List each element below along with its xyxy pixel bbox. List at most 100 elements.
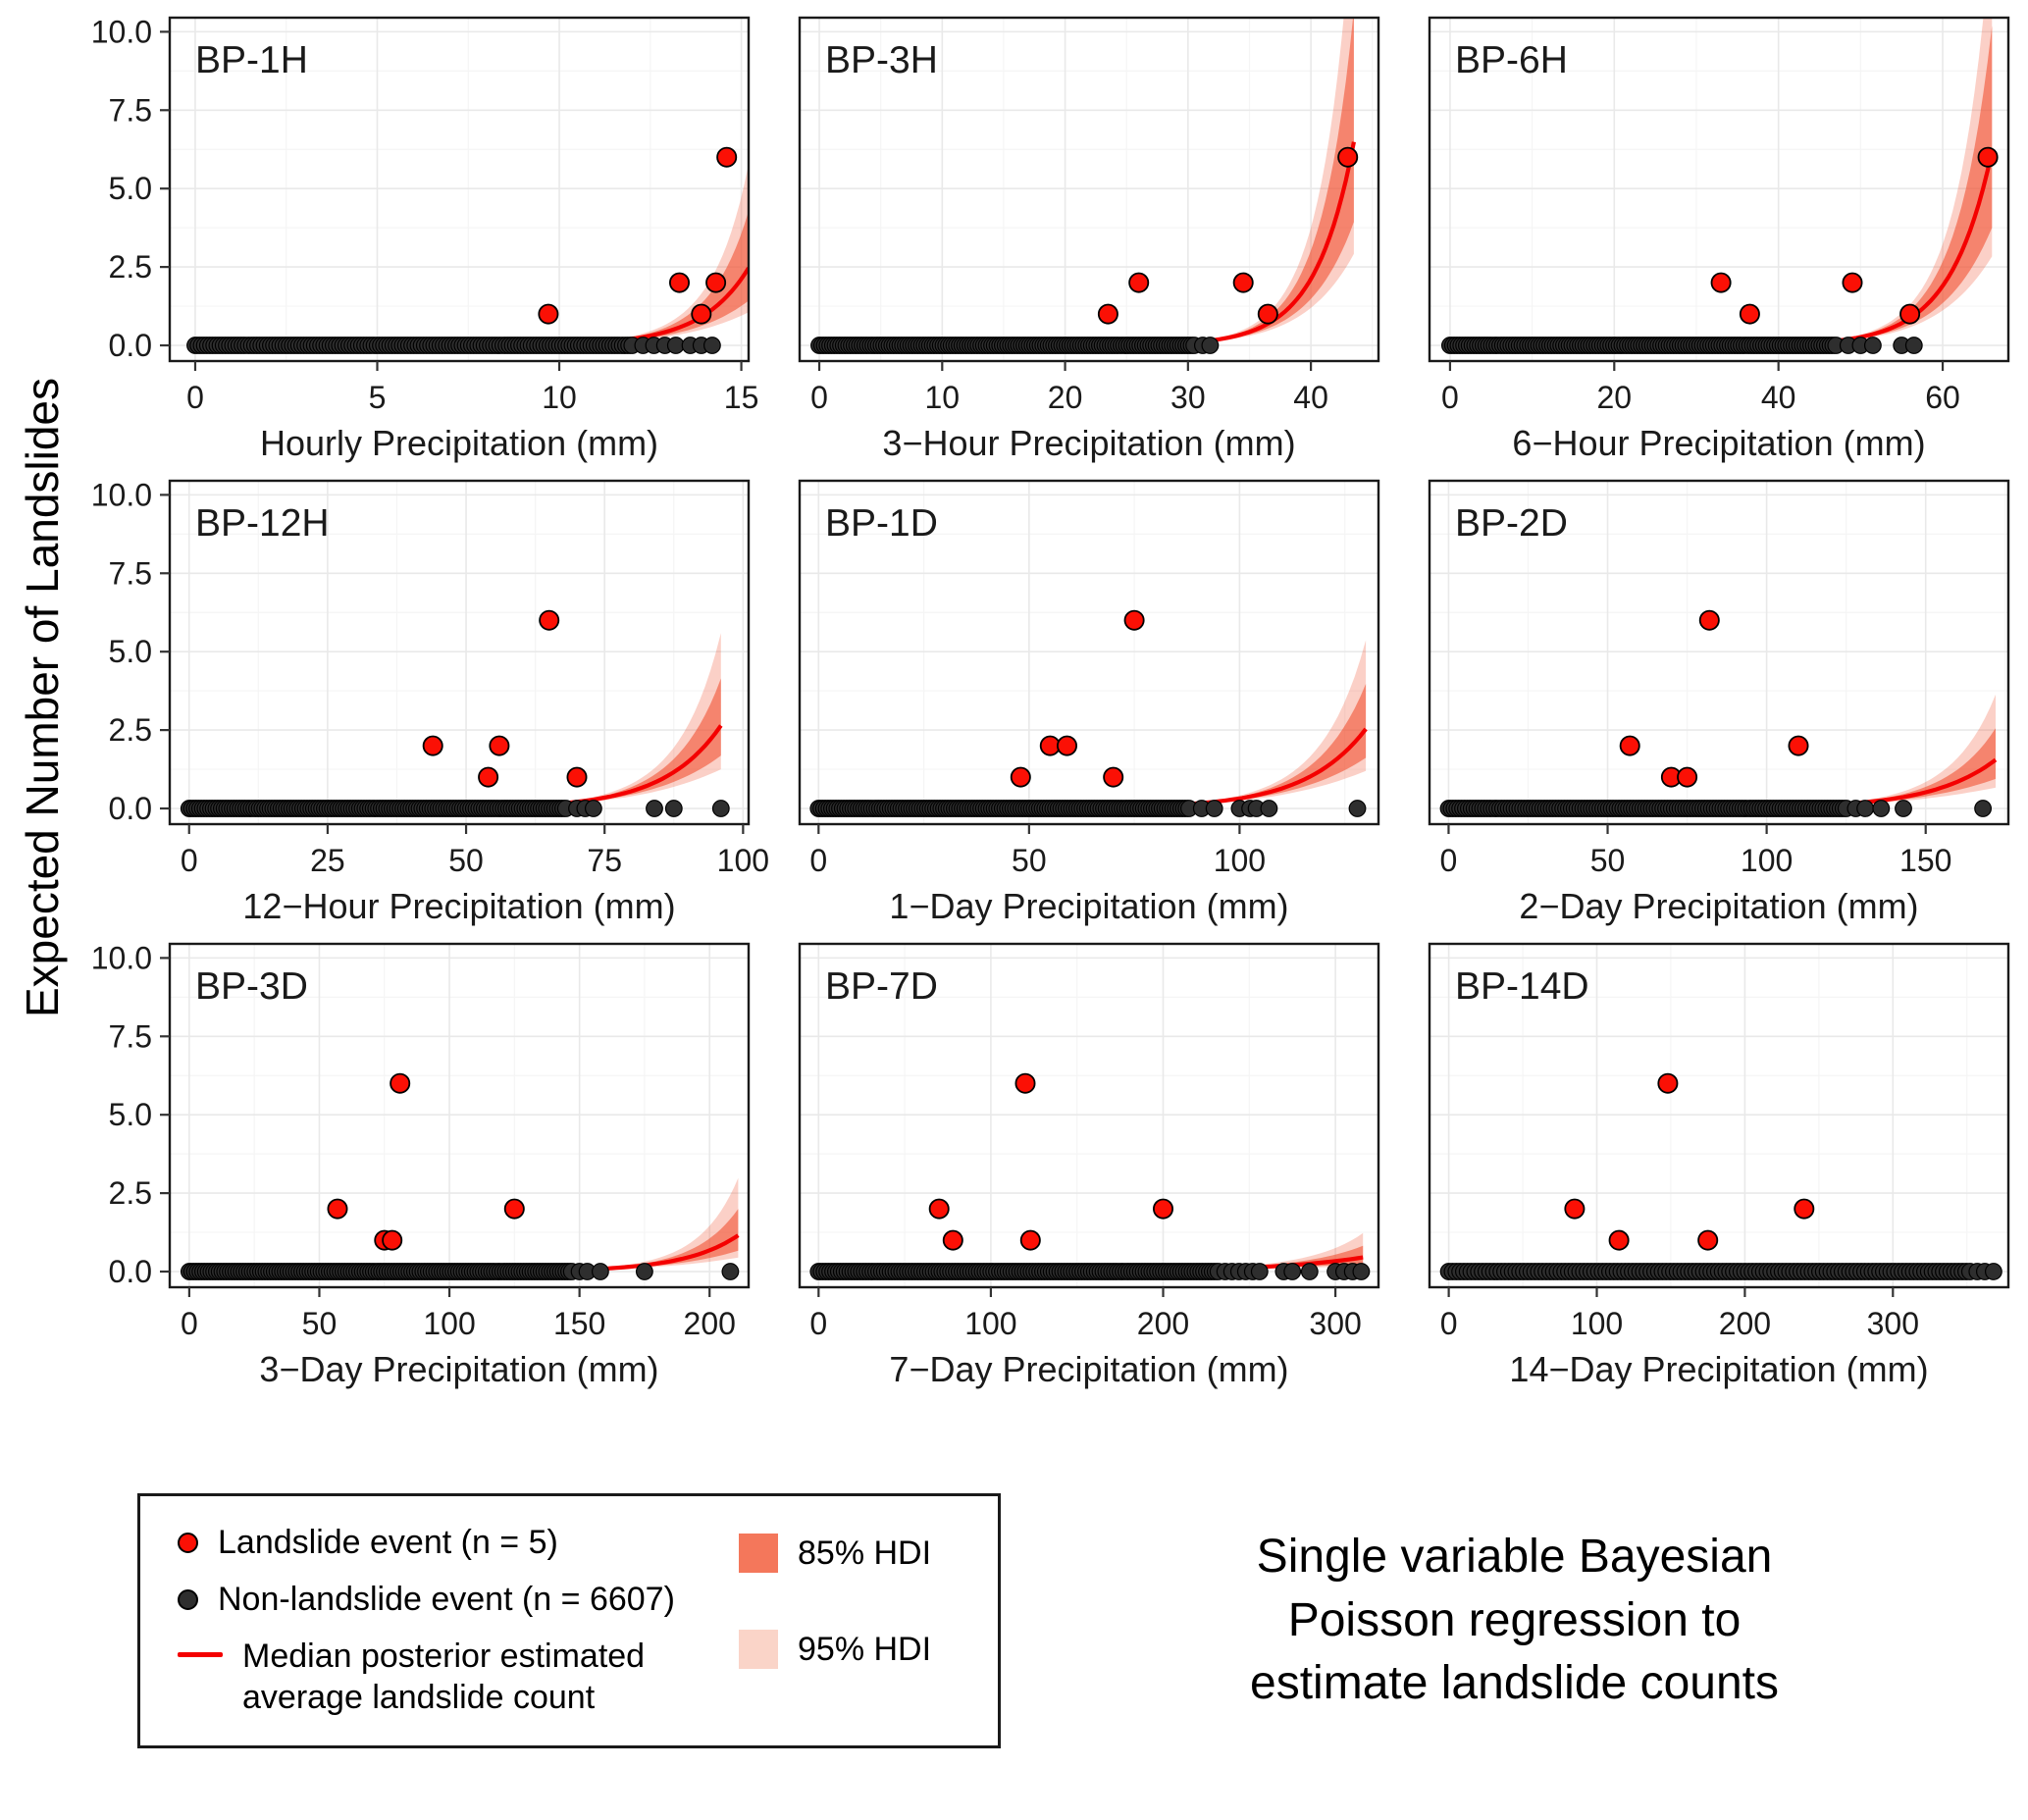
svg-text:BP-3D: BP-3D (195, 965, 308, 1008)
svg-text:0: 0 (1440, 843, 1458, 878)
svg-text:200: 200 (684, 1306, 736, 1341)
svg-text:20: 20 (1048, 380, 1083, 415)
svg-text:15: 15 (724, 380, 759, 415)
panel-bp-3h: 0 10 20 30 40 3−Hour Precipitation (mm) BP-3H (798, 16, 1380, 463)
panel-bp-2d: 0 50 100 150 2−Day Precipitation (mm) BP-2D (1428, 479, 2010, 926)
svg-text:50: 50 (448, 843, 484, 878)
svg-text:2.5: 2.5 (109, 1175, 152, 1211)
legend-entry-landslide: Landslide event (n = 5) (178, 1524, 678, 1562)
svg-text:50: 50 (1590, 843, 1626, 878)
svg-text:40: 40 (1761, 380, 1796, 415)
svg-text:300: 300 (1309, 1306, 1361, 1341)
non-landslide-point-icon (178, 1588, 198, 1610)
legend-median-label-line1: Median posterior estimated (242, 1638, 646, 1676)
svg-text:BP-1D: BP-1D (825, 502, 938, 545)
svg-text:75: 75 (587, 843, 622, 878)
svg-text:40: 40 (1293, 380, 1328, 415)
svg-text:12−Hour Precipitation (mm): 12−Hour Precipitation (mm) (242, 886, 675, 926)
svg-text:200: 200 (1137, 1306, 1189, 1341)
svg-text:5: 5 (369, 380, 387, 415)
svg-text:10: 10 (542, 380, 577, 415)
legend-non-landslide-label: Non-landslide event (n = 6607) (218, 1580, 675, 1618)
svg-text:0: 0 (1440, 1306, 1458, 1341)
svg-text:0.0: 0.0 (109, 791, 152, 826)
svg-text:5.0: 5.0 (109, 171, 152, 206)
svg-text:3−Day Precipitation (mm): 3−Day Precipitation (mm) (259, 1349, 658, 1389)
legend-and-caption: Landslide event (n = 5) Non-landslide ev… (8, 1493, 2028, 1748)
svg-text:Hourly Precipitation (mm): Hourly Precipitation (mm) (260, 423, 658, 463)
hdi85-swatch-icon (739, 1534, 778, 1573)
svg-text:14−Day Precipitation (mm): 14−Day Precipitation (mm) (1509, 1349, 1928, 1389)
svg-text:50: 50 (302, 1306, 338, 1341)
legend-entry-hdi85: 85% HDI (739, 1534, 931, 1573)
svg-text:BP-14D: BP-14D (1455, 965, 1589, 1008)
svg-text:5.0: 5.0 (109, 1097, 152, 1132)
svg-text:BP-3H: BP-3H (825, 39, 938, 81)
svg-text:100: 100 (964, 1306, 1016, 1341)
hdi95-swatch-icon (739, 1630, 778, 1669)
svg-text:10.0: 10.0 (91, 477, 152, 512)
y-axis-title-text: Expected Number of Landslides (17, 377, 68, 1018)
landslide-point-icon (178, 1533, 198, 1553)
panel-bp-6h: 0 20 40 606−Hour Precipitation (mm) BP-6H (1428, 16, 2010, 463)
legend: Landslide event (n = 5) Non-landslide ev… (137, 1493, 1001, 1748)
svg-text:2−Day Precipitation (mm): 2−Day Precipitation (mm) (1519, 886, 1918, 926)
svg-text:6−Hour Precipitation (mm): 6−Hour Precipitation (mm) (1512, 423, 1925, 463)
legend-entry-hdi95: 95% HDI (739, 1630, 931, 1669)
svg-text:300: 300 (1867, 1306, 1919, 1341)
svg-text:BP-12H: BP-12H (195, 502, 330, 545)
panel-bp-7d: 0 100 200 300 7−Day Precipitation (mm) BP-7D (798, 942, 1380, 1389)
legend-hdi85-label: 85% HDI (798, 1534, 932, 1572)
caption-line-1: Single variable Bayesian (1256, 1530, 1773, 1583)
svg-text:30: 30 (1170, 380, 1206, 415)
median-line-icon (178, 1652, 223, 1658)
svg-text:100: 100 (1571, 1306, 1623, 1341)
panel-bp-3d: 0 50 100 150 200 0.0 2.5 5.0 7.5 10.0 3−Day Precip… (91, 940, 751, 1389)
svg-text:0: 0 (809, 843, 827, 878)
svg-text:0: 0 (809, 1306, 827, 1341)
facet-grid: 0 5 10 15 0.0 2.5 5.0 7.5 10.0 Hourly Precipitati… (77, 10, 2012, 1389)
svg-text:150: 150 (1899, 843, 1951, 878)
legend-median-label-line2: average landslide count (242, 1678, 596, 1716)
svg-text:2.5: 2.5 (109, 712, 152, 748)
svg-text:5.0: 5.0 (109, 634, 152, 669)
svg-text:100: 100 (423, 1306, 475, 1341)
panel-bp-1h: 0 5 10 15 0.0 2.5 5.0 7.5 10.0 Hourly Precipitati… (91, 14, 759, 463)
svg-text:10.0: 10.0 (91, 14, 152, 49)
svg-text:7.5: 7.5 (109, 1018, 152, 1054)
svg-text:0: 0 (186, 380, 204, 415)
svg-text:100: 100 (1741, 843, 1793, 878)
svg-text:0: 0 (810, 380, 828, 415)
legend-median-label: Median posterior estimated average lands… (242, 1637, 645, 1718)
svg-text:7.5: 7.5 (109, 555, 152, 591)
panel-bp-14d: 0 100 200 300 14−Day Precipitation (mm) BP-14… (1428, 942, 2010, 1389)
svg-text:0: 0 (181, 843, 198, 878)
svg-text:60: 60 (1925, 380, 1960, 415)
svg-text:100: 100 (717, 843, 769, 878)
legend-entry-median: Median posterior estimated average lands… (178, 1637, 678, 1718)
svg-text:150: 150 (553, 1306, 605, 1341)
svg-text:BP-2D: BP-2D (1455, 502, 1568, 545)
svg-text:50: 50 (1012, 843, 1047, 878)
svg-text:200: 200 (1719, 1306, 1771, 1341)
legend-hdi95-label: 95% HDI (798, 1630, 932, 1668)
panel-bp-12h: 0 25 50 75 100 0.0 2.5 5.0 7.5 10.0 12−Hour Precip… (91, 477, 769, 926)
panel-bp-1d: 0 50 100 1−Day Precipitation (mm) BP-1D (798, 479, 1380, 926)
svg-text:BP-7D: BP-7D (825, 965, 938, 1008)
svg-text:7−Day Precipitation (mm): 7−Day Precipitation (mm) (889, 1349, 1288, 1389)
svg-text:0.0: 0.0 (109, 328, 152, 363)
svg-text:0: 0 (181, 1306, 198, 1341)
svg-text:1−Day Precipitation (mm): 1−Day Precipitation (mm) (889, 886, 1288, 926)
figure-caption: Single variable Bayesian Poisson regress… (1001, 1526, 2028, 1716)
svg-text:3−Hour Precipitation (mm): 3−Hour Precipitation (mm) (882, 423, 1295, 463)
svg-text:2.5: 2.5 (109, 249, 152, 285)
svg-text:0: 0 (1441, 380, 1459, 415)
caption-line-3: estimate landslide counts (1250, 1657, 1779, 1710)
svg-text:10.0: 10.0 (91, 940, 152, 975)
svg-text:7.5: 7.5 (109, 92, 152, 128)
svg-text:10: 10 (925, 380, 961, 415)
svg-text:BP-6H: BP-6H (1455, 39, 1568, 81)
legend-left-column: Landslide event (n = 5) Non-landslide ev… (178, 1524, 678, 1718)
svg-text:100: 100 (1214, 843, 1266, 878)
legend-entry-non-landslide: Non-landslide event (n = 6607) (178, 1581, 678, 1619)
